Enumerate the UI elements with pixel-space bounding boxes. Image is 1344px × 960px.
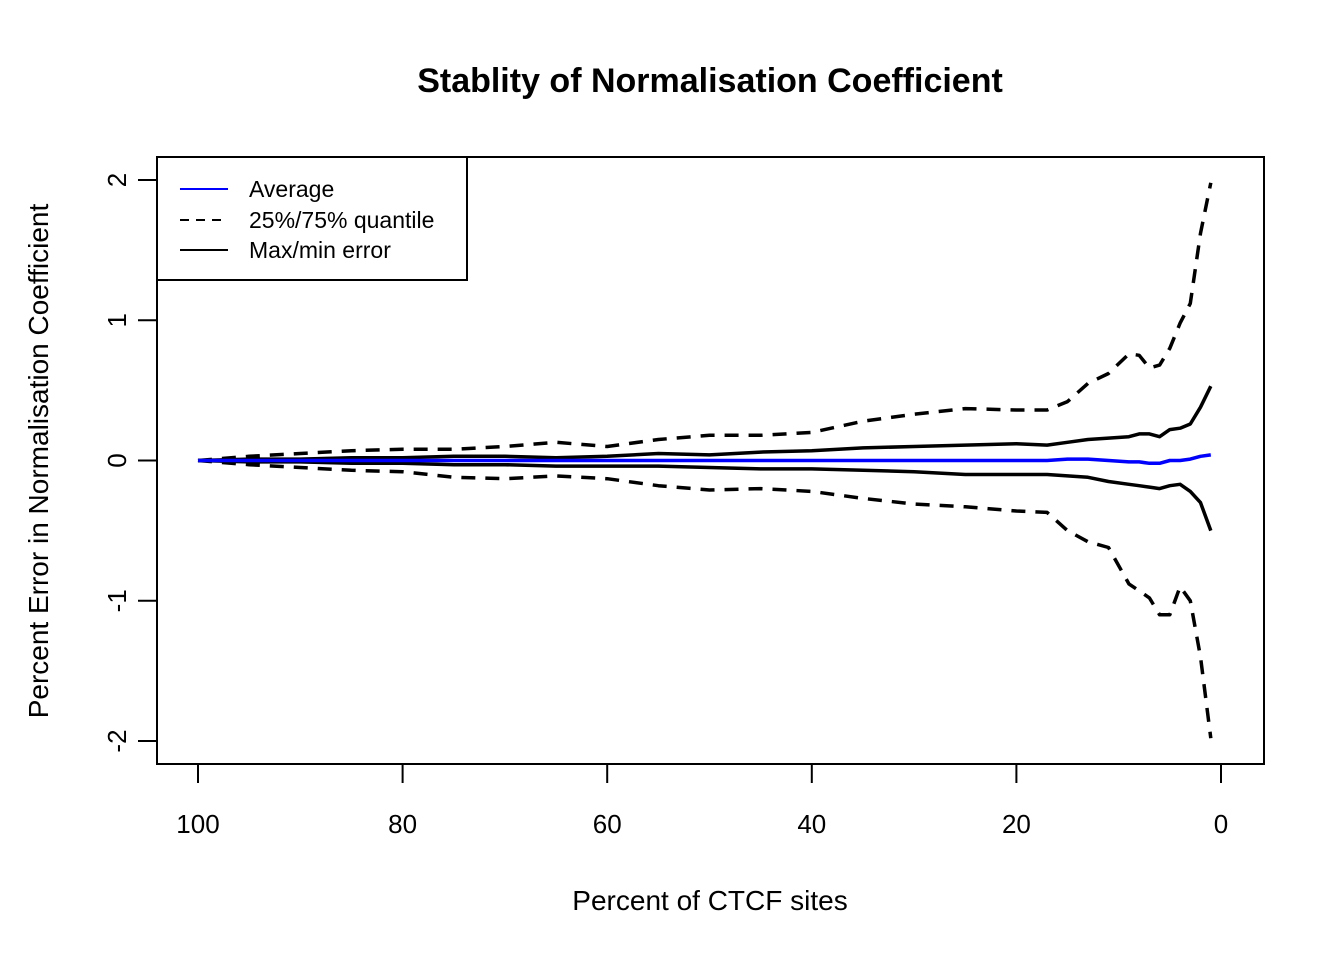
legend-label-quantile: 25%/75% quantile [249, 207, 434, 233]
legend-box [156, 156, 468, 281]
x-axis-label: Percent of CTCF sites [572, 885, 847, 916]
chart-title: Stablity of Normalisation Coefficient [417, 62, 1003, 100]
x-tick-label: 100 [176, 809, 219, 839]
y-tick-label: -1 [102, 589, 132, 612]
x-axis: 100 80 60 40 20 0 [176, 763, 1228, 839]
series-line-25-quantile [197, 458, 1213, 739]
y-axis-label: Percent Error in Normalisation Coefficie… [23, 203, 54, 718]
y-tick-label: -2 [102, 729, 132, 752]
x-tick-label: 20 [1002, 809, 1031, 839]
series-line-max-error [197, 385, 1213, 463]
x-tick-label: 0 [1214, 809, 1228, 839]
y-tick-label: 2 [102, 173, 132, 187]
legend: Average 25%/75% quantile Max/min error [156, 156, 468, 281]
y-tick-label: 0 [102, 453, 132, 467]
y-tick-label: 1 [102, 313, 132, 327]
legend-label-average: Average [249, 176, 334, 202]
legend-label-maxmin: Max/min error [249, 237, 391, 263]
series-layer [197, 182, 1213, 739]
y-axis: -2 -1 0 1 2 [102, 173, 158, 753]
x-tick-label: 60 [593, 809, 622, 839]
x-tick-label: 80 [388, 809, 417, 839]
series-line-average [198, 453, 1212, 466]
series-line-75-quantile [197, 182, 1213, 463]
series-line-min-error [197, 458, 1213, 532]
x-tick-label: 40 [797, 809, 826, 839]
